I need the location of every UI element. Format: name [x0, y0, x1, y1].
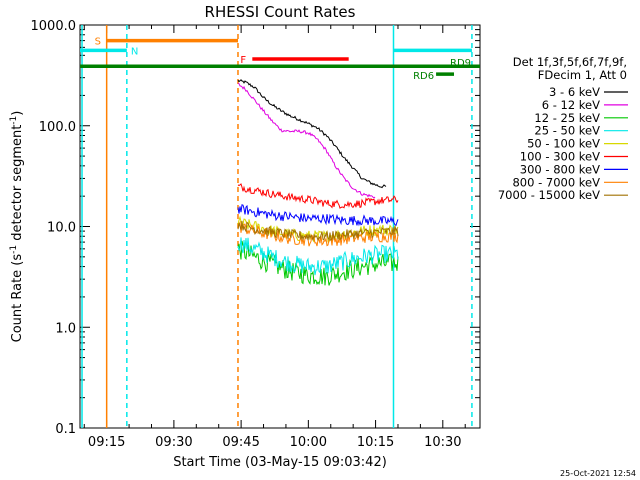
legend-header: Det 1f,3f,5f,6f,7f,9f,: [513, 55, 627, 69]
annotation-label: RD6: [413, 71, 434, 82]
legend-entry-label: 300 - 800 keV: [520, 162, 600, 176]
legend-header: FDecim 1, Att 0: [538, 68, 627, 82]
legend-entry-label: 50 - 100 keV: [527, 137, 600, 151]
x-axis-label: Start Time (03-May-15 09:03:42): [173, 455, 387, 470]
series-line: [237, 215, 399, 243]
x-tick-label: 09:30: [155, 435, 192, 450]
y-tick-label: 0.1: [55, 422, 76, 437]
chart-title: RHESSI Count Rates: [205, 3, 356, 21]
x-tick-label: 10:30: [424, 435, 461, 450]
series-line: [237, 79, 387, 189]
plot-area: 1000.0 100.0 10.0 1.0 0.1 09:15 09:30 09:45 10:0…: [31, 19, 481, 450]
legend-entry-label: 25 - 50 keV: [534, 124, 600, 138]
footer-date: 25-Oct-2021 12:54: [560, 469, 636, 478]
y-axis-label-part: ): [10, 111, 25, 116]
annotation-label: N: [131, 46, 138, 57]
legend-entry-label: 800 - 7000 keV: [512, 175, 600, 189]
y-tick-label: 100.0: [39, 120, 76, 135]
x-tick-label: 09:15: [88, 435, 125, 450]
y-axis-label-superscript: -1: [9, 245, 19, 254]
annotation-label: S: [95, 37, 101, 48]
y-axis-label: Count Rate (s-1 detector segment-1): [9, 111, 25, 343]
x-tick-label: 10:15: [357, 435, 394, 450]
series-line: [237, 237, 399, 276]
y-axis-label-superscript: -1: [9, 116, 19, 125]
plot-frame: [79, 24, 481, 429]
series-line: [237, 82, 376, 199]
y-axis-label-text: Count Rate (s-1 detector segment-1): [9, 111, 25, 343]
annotation-label: F: [240, 55, 246, 66]
y-tick-label: 1000.0: [31, 19, 77, 34]
legend-entry-label: 7000 - 15000 keV: [498, 188, 600, 202]
legend-entry-label: 6 - 12 keV: [542, 98, 600, 112]
series-line: [237, 183, 399, 209]
y-axis-label-part: Count Rate (s: [10, 254, 25, 343]
legend: Det 1f,3f,5f,6f,7f,9f,FDecim 1, Att 0 3 -…: [498, 55, 628, 202]
series-line: [237, 204, 399, 227]
x-tick-label: 10:00: [290, 435, 327, 450]
series-line: [237, 220, 399, 242]
y-axis-label-part: detector segment: [10, 125, 25, 245]
y-tick-label: 10.0: [47, 221, 76, 236]
y-tick-label: 1.0: [55, 321, 76, 336]
legend-entry-label: 100 - 300 keV: [520, 150, 600, 164]
annotation-label: RD9: [450, 58, 471, 69]
legend-entry-label: 12 - 25 keV: [534, 111, 600, 125]
legend-entry-label: 3 - 6 keV: [549, 85, 600, 99]
x-tick-label: 09:45: [222, 435, 259, 450]
